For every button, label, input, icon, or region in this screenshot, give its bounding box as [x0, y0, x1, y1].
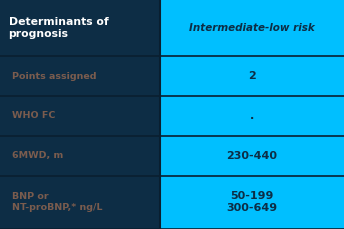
Bar: [0, 0, 160, 56]
Bar: [160, 96, 344, 136]
Bar: [0, 96, 160, 136]
Text: WHO FC: WHO FC: [12, 111, 55, 120]
Bar: [160, 56, 344, 96]
Text: Intermediate-low risk: Intermediate-low risk: [189, 23, 315, 33]
Text: Points assigned: Points assigned: [12, 71, 97, 81]
Bar: [160, 136, 344, 175]
Text: .: .: [250, 111, 254, 121]
Text: BNP or
NT-proBNP,* ng/L: BNP or NT-proBNP,* ng/L: [12, 192, 103, 212]
Text: 6MWD, m: 6MWD, m: [12, 151, 63, 160]
Text: 230-440: 230-440: [226, 151, 278, 161]
Bar: [160, 0, 344, 56]
Text: 2: 2: [248, 71, 256, 81]
Bar: [0, 136, 160, 175]
Bar: [0, 56, 160, 96]
Text: Determinants of
prognosis: Determinants of prognosis: [9, 17, 108, 39]
Bar: [0, 175, 160, 229]
Text: 50-199
300-649: 50-199 300-649: [226, 191, 278, 213]
Bar: [160, 175, 344, 229]
